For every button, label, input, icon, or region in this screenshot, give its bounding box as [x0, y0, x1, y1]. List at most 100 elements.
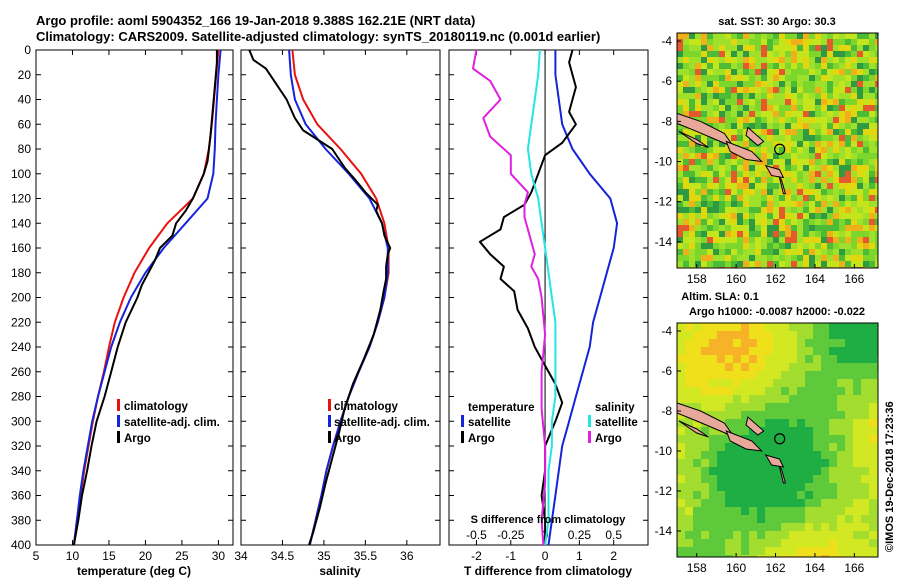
map-cell [695, 63, 701, 69]
map-cell [845, 39, 851, 45]
map-cell [765, 475, 773, 483]
depth-tick-label: 160 [11, 241, 31, 255]
map-cell [773, 93, 779, 99]
map-cell [725, 183, 731, 189]
map-cell [829, 491, 837, 499]
map-cell [857, 99, 863, 105]
map-cell [741, 411, 749, 419]
map-cell [833, 171, 839, 177]
map-cell [861, 355, 869, 363]
map-y-tick-label: -8 [661, 114, 672, 128]
map-cell [827, 249, 833, 255]
map-cell [827, 153, 833, 159]
map-cell [683, 195, 689, 201]
map-cell [725, 411, 733, 419]
map-cell [821, 81, 827, 87]
map-cell [853, 443, 861, 451]
map-cell [709, 411, 717, 419]
map-cell [717, 459, 725, 467]
map-cell [781, 403, 789, 411]
map-cell [797, 159, 803, 165]
map-cell [845, 135, 851, 141]
map-cell [725, 459, 733, 467]
map-cell [863, 117, 869, 123]
map-cell [863, 195, 869, 201]
map-cell [707, 141, 713, 147]
map-cell [791, 33, 797, 39]
map-cell [701, 249, 707, 255]
map-cell [827, 129, 833, 135]
map-cell [695, 231, 701, 237]
map-cell [875, 129, 878, 135]
map-cell [725, 339, 733, 347]
map-cell [725, 261, 731, 267]
map-cell [707, 147, 713, 153]
map-cell [869, 141, 875, 147]
map-cell [717, 547, 725, 555]
map-cell [863, 39, 869, 45]
map-cell [731, 111, 737, 117]
map-cell [789, 379, 797, 387]
map-cell [805, 323, 813, 331]
map-cell [717, 451, 725, 459]
map-cell [839, 111, 845, 117]
map-cell [749, 225, 755, 231]
map-cell [749, 459, 757, 467]
map-cell [707, 117, 713, 123]
map-cell [743, 183, 749, 189]
map-cell [781, 459, 789, 467]
map-cell [725, 105, 731, 111]
series-line-argo [248, 50, 392, 545]
map-cell [853, 539, 861, 547]
map-cell [809, 39, 815, 45]
map-cell [695, 177, 701, 183]
map-cell [695, 93, 701, 99]
map-cell [875, 189, 878, 195]
map-cell [803, 141, 809, 147]
island [764, 164, 785, 179]
map-cell [761, 177, 767, 183]
map-cell [743, 261, 749, 267]
map-cell [731, 69, 737, 75]
map-cell [829, 363, 837, 371]
map-cell [773, 379, 781, 387]
map-cell [837, 515, 845, 523]
map-cell [707, 255, 713, 261]
map-cell [701, 99, 707, 105]
map-cell [761, 195, 767, 201]
map-cell [833, 63, 839, 69]
map-cell [731, 135, 737, 141]
map-cell [743, 171, 749, 177]
map-cell [749, 141, 755, 147]
map-cell [713, 99, 719, 105]
map-cell [797, 63, 803, 69]
top-tick-label: -0.5 [466, 528, 487, 542]
map-cell [803, 39, 809, 45]
salinity-legend: climatology satellite-adj. clim. Argo [328, 399, 430, 445]
map-cell [837, 459, 845, 467]
map-cell [709, 523, 717, 531]
map-cell [689, 51, 695, 57]
map-cell [677, 379, 685, 387]
map-cell [701, 379, 709, 387]
map-cell [857, 147, 863, 153]
map-cell [857, 183, 863, 189]
depth-tick-label: 300 [11, 414, 31, 428]
map-cell [821, 331, 829, 339]
map-cell [839, 183, 845, 189]
map-cell [797, 105, 803, 111]
map-cell [767, 135, 773, 141]
map-cell [869, 75, 875, 81]
map-cell [717, 467, 725, 475]
map-cell [725, 123, 731, 129]
map-cell [781, 531, 789, 539]
map-cell [757, 451, 765, 459]
difference-legend-salinity: salinity satellite Argo [588, 402, 638, 445]
map-cell [853, 355, 861, 363]
map-cell [785, 255, 791, 261]
sst-map-frame [676, 32, 879, 269]
map-cell [765, 323, 773, 331]
map-cell [803, 183, 809, 189]
legend-swatch-argo-t [461, 431, 464, 443]
map-cell [725, 255, 731, 261]
